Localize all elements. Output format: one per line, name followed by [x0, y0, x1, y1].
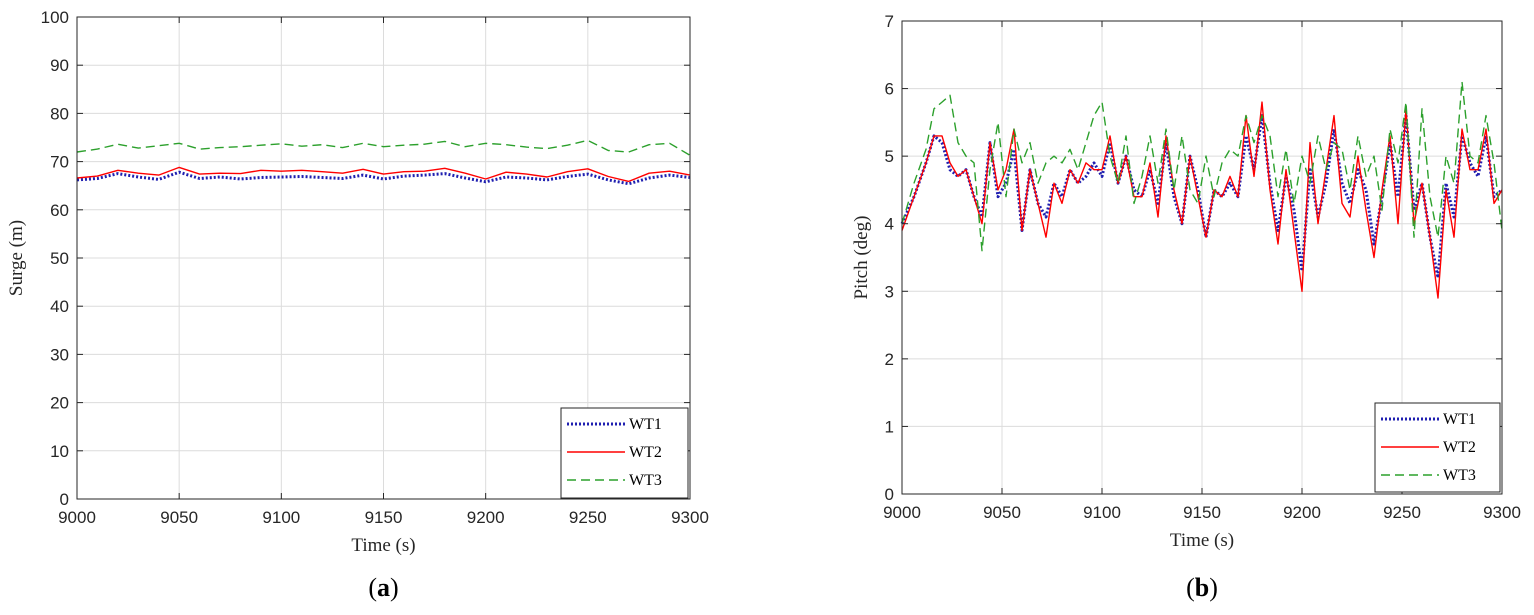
- x-tick-label: 9150: [365, 508, 403, 527]
- y-axis-label: Surge (m): [6, 220, 27, 296]
- y-tick-label: 90: [50, 56, 69, 75]
- y-tick-label: 6: [885, 80, 894, 99]
- x-tick-label: 9250: [1383, 503, 1421, 522]
- x-tick-label: 9000: [883, 503, 921, 522]
- x-tick-label: 9300: [671, 508, 709, 527]
- legend-box: [560, 407, 689, 499]
- y-tick-label: 80: [50, 104, 69, 123]
- x-tick-label: 9300: [1483, 503, 1521, 522]
- legend: WT1 WT2 WT3: [560, 407, 689, 499]
- series-line-wt2: [76, 166, 691, 183]
- y-tick-label: 0: [60, 490, 69, 509]
- legend: WT1 WT2 WT3: [1374, 402, 1501, 493]
- x-tick-label: 9150: [1183, 503, 1221, 522]
- y-tick-label: 30: [50, 345, 69, 364]
- y-tick-label: 20: [50, 394, 69, 413]
- x-axis-label: Time (s): [351, 535, 415, 556]
- x-tick-label: 9100: [262, 508, 300, 527]
- y-tick-label: 0: [885, 485, 894, 504]
- y-tick-label: 60: [50, 201, 69, 220]
- x-tick-label: 9250: [569, 508, 607, 527]
- y-tick-label: 50: [50, 249, 69, 268]
- y-tick-label: 4: [885, 215, 894, 234]
- legend-label-wt3: WT3: [629, 472, 662, 489]
- legend-label-wt1: WT1: [629, 416, 662, 433]
- chart-panel-b: 9000 9050 9100 9150 9200 9250 9300 0 1 2 3 4 5 6 7 Time…: [851, 12, 1521, 602]
- legend-label-wt2: WT2: [629, 444, 662, 461]
- y-tick-label: 1: [885, 417, 894, 436]
- x-tick-label: 9200: [1283, 503, 1321, 522]
- y-tick-label: 3: [885, 282, 894, 301]
- chart-panel-a: 9000 9050 9100 9150 9200 9250 9300 0 10 20 30 40 50 6…: [6, 8, 709, 602]
- series-line-wt3: [76, 139, 691, 156]
- y-tick-label: 10: [50, 442, 69, 461]
- x-tick-label: 9000: [58, 508, 96, 527]
- y-axis-label: Pitch (deg): [851, 216, 872, 300]
- x-tick-label: 9050: [160, 508, 198, 527]
- series-line-wt1: [76, 170, 691, 186]
- legend-label-wt3: WT3: [1443, 467, 1476, 484]
- panel-label: (b): [1186, 573, 1218, 602]
- panel-label: (a): [368, 573, 398, 602]
- series-line-wt2: [901, 101, 1503, 299]
- series-line-wt3: [901, 81, 1503, 252]
- y-tick-label: 100: [41, 8, 69, 27]
- legend-label-wt2: WT2: [1443, 439, 1476, 456]
- x-tick-label: 9200: [467, 508, 505, 527]
- y-tick-label: 70: [50, 153, 69, 172]
- y-tick-label: 5: [885, 147, 894, 166]
- x-tick-label: 9100: [1083, 503, 1121, 522]
- y-tick-label: 2: [885, 350, 894, 369]
- x-tick-label: 9050: [983, 503, 1021, 522]
- x-axis-label: Time (s): [1170, 530, 1234, 551]
- y-tick-label: 7: [885, 12, 894, 31]
- y-tick-label: 40: [50, 297, 69, 316]
- legend-label-wt1: WT1: [1443, 411, 1476, 428]
